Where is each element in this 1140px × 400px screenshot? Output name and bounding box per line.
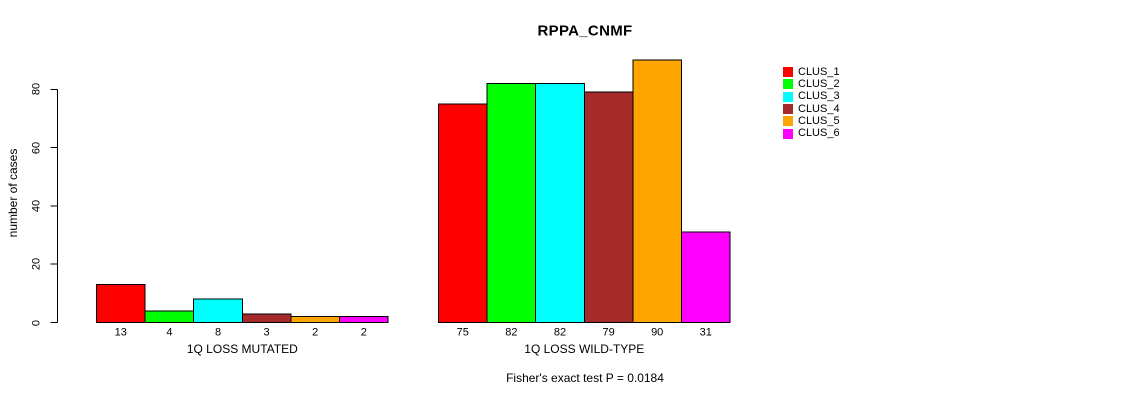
legend-item: CLUS_1: [783, 66, 840, 78]
bar-value-label: 8: [214, 326, 222, 338]
chart-title: RPPA_CNMF: [537, 22, 633, 39]
x-group-label: 1Q LOSS MUTATED: [186, 341, 298, 356]
legend-swatch-clus_3: [783, 91, 793, 102]
bar-clus_3-group2: [535, 82, 585, 323]
bar-value-label: 90: [651, 326, 664, 338]
y-tick-label: 80: [30, 83, 42, 96]
bar-clus_2-group1: [144, 310, 195, 323]
bar-clus_6-group1: [339, 316, 389, 324]
legend-label: CLUS_5: [798, 114, 840, 127]
legend-label: CLUS_2: [798, 77, 840, 90]
bar-clus_2-group2: [486, 82, 537, 323]
y-axis-title: number of cases: [5, 148, 20, 238]
bar-clus_6-group2: [681, 231, 731, 323]
bar-value-label: 13: [114, 326, 127, 338]
legend-item: CLUS_6: [783, 128, 840, 140]
legend-item: CLUS_2: [783, 78, 840, 90]
bar-clus_5-group1: [290, 316, 340, 324]
legend-item: CLUS_5: [783, 115, 840, 127]
legend-swatch-clus_6: [783, 128, 793, 139]
bar-clus_4-group1: [241, 313, 292, 324]
legend-swatch-clus_4: [783, 104, 793, 115]
legend-label: CLUS_1: [798, 65, 840, 78]
bar-clus_1-group1: [96, 284, 146, 324]
legend-item: CLUS_4: [783, 103, 840, 115]
legend-label: CLUS_4: [798, 102, 840, 115]
y-tick-label: 60: [30, 141, 42, 154]
legend-swatch-clus_1: [783, 67, 793, 78]
bar-value-label: 82: [553, 326, 567, 338]
legend-swatch-clus_5: [783, 116, 793, 127]
bar-value-label: 3: [263, 326, 270, 338]
bar-value-label: 2: [312, 326, 319, 338]
bar-value-label: 4: [166, 326, 173, 338]
legend-swatch-clus_2: [783, 79, 793, 90]
y-tick-label: 20: [30, 258, 42, 271]
bar-value-label: 82: [505, 326, 518, 338]
bar-clus_4-group2: [583, 91, 634, 323]
y-tick-label: 40: [30, 199, 42, 213]
bar-clus_3-group1: [193, 298, 243, 323]
fisher-test-caption: Fisher's exact test P = 0.0184: [506, 370, 664, 385]
bar-value-label: 79: [602, 326, 615, 338]
x-group-label: 1Q LOSS WILD-TYPE: [524, 341, 645, 356]
legend-label: CLUS_6: [798, 127, 840, 140]
legend-item: CLUS_3: [783, 91, 840, 103]
bar-clus_1-group2: [438, 103, 488, 323]
bar-value-label: 31: [699, 326, 712, 338]
bar-value-label: 2: [360, 326, 367, 338]
y-tick-label: 0: [30, 319, 42, 326]
legend: CLUS_1 CLUS_2 CLUS_3 CLUS_4 CLUS_5 CLUS_6: [783, 66, 840, 140]
legend-label: CLUS_3: [798, 90, 840, 103]
bar-clus_5-group2: [632, 59, 683, 324]
bar-value-label: 75: [456, 326, 469, 338]
